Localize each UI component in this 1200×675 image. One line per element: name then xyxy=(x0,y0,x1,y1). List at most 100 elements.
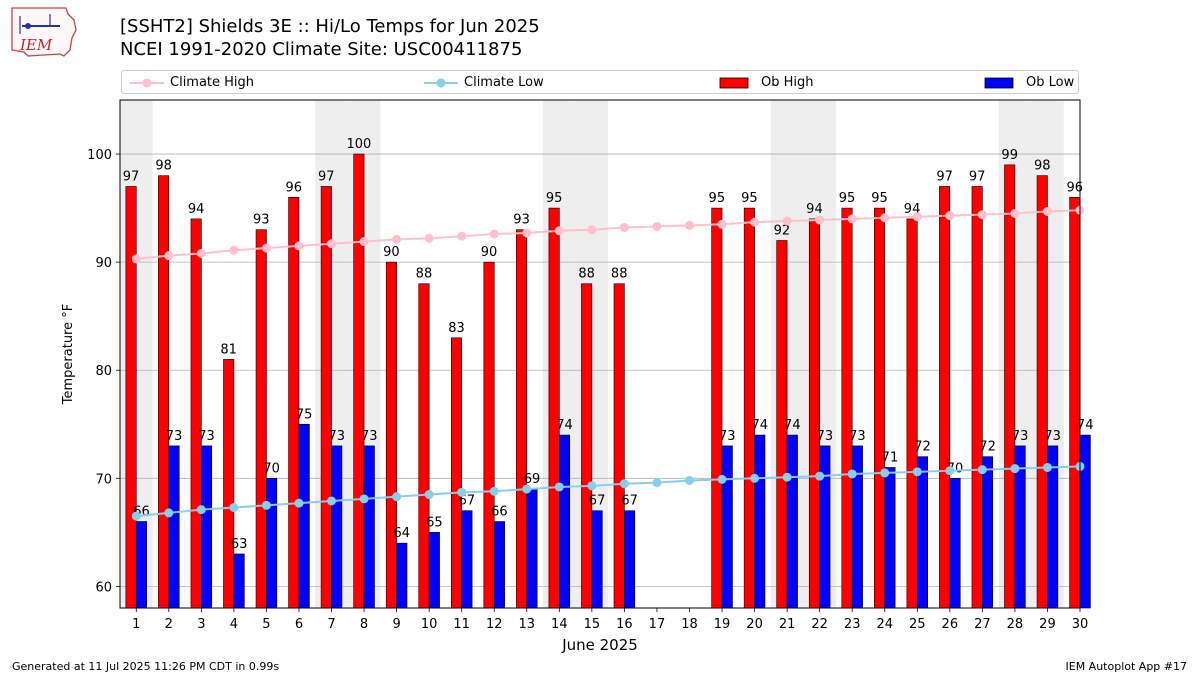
climate-low-point xyxy=(750,473,760,483)
ob-high-bar xyxy=(516,229,528,609)
ob-low-bar xyxy=(819,445,831,609)
ob-low-value-label: 73 xyxy=(166,429,183,444)
climate-high-point xyxy=(652,221,662,231)
x-tick-label: 9 xyxy=(392,617,400,632)
climate-low-point xyxy=(912,467,922,477)
ob-low-bar xyxy=(493,521,505,609)
x-tick-label: 23 xyxy=(844,617,861,632)
ob-low-bar xyxy=(624,510,636,609)
ob-low-bar xyxy=(721,445,733,609)
climate-high-point xyxy=(782,216,792,226)
climate-high-point xyxy=(619,223,629,233)
ob-low-value-label: 73 xyxy=(361,429,378,444)
ob-high-bar xyxy=(939,186,951,609)
legend-label-ob-high: Ob High xyxy=(761,75,814,90)
climate-high-point xyxy=(392,234,402,244)
climate-high-point xyxy=(945,211,955,221)
ob-high-value-label: 94 xyxy=(188,202,205,217)
y-tick-label: 80 xyxy=(95,364,112,379)
ob-low-bar xyxy=(591,510,603,609)
climate-low-point xyxy=(880,468,890,478)
climate-high-point xyxy=(522,228,532,238)
y-tick-label: 70 xyxy=(95,472,112,487)
ob-high-bar xyxy=(613,283,625,609)
ob-high-value-label: 93 xyxy=(253,213,270,228)
ob-low-value-label: 64 xyxy=(394,526,411,541)
ob-high-value-label: 98 xyxy=(1034,159,1051,174)
y-tick-label: 90 xyxy=(95,256,112,271)
ob-low-value-label: 73 xyxy=(198,429,215,444)
climate-high-point xyxy=(1010,208,1020,218)
ob-high-value-label: 95 xyxy=(871,191,888,206)
x-tick-label: 29 xyxy=(1039,617,1056,632)
climate-high-point xyxy=(327,239,337,249)
x-tick-label: 5 xyxy=(262,617,270,632)
x-tick-label: 6 xyxy=(295,617,303,632)
ob-low-bar xyxy=(266,477,278,609)
ob-low-bar xyxy=(1079,434,1091,609)
climate-high-point xyxy=(912,212,922,222)
ob-low-bar xyxy=(168,445,180,609)
ob-high-bar xyxy=(483,261,495,609)
climate-low-point xyxy=(489,486,499,496)
ob-low-value-label: 72 xyxy=(979,440,996,455)
ob-low-value-label: 72 xyxy=(914,440,931,455)
footer-generated-text: Generated at 11 Jul 2025 11:26 PM CDT in… xyxy=(12,660,280,673)
ob-high-value-label: 96 xyxy=(286,180,303,195)
climate-high-point xyxy=(847,214,857,224)
ob-low-value-label: 73 xyxy=(328,429,345,444)
ob-low-bar xyxy=(786,434,798,609)
x-tick-label: 26 xyxy=(942,617,959,632)
ob-low-value-label: 73 xyxy=(849,429,866,444)
x-tick-label: 24 xyxy=(876,617,893,632)
ob-low-bar xyxy=(754,434,766,609)
ob-high-value-label: 92 xyxy=(774,224,791,239)
x-tick-label: 12 xyxy=(486,617,503,632)
x-tick-label: 18 xyxy=(681,617,698,632)
ob-high-value-label: 100 xyxy=(346,137,371,152)
legend-label-ob-low: Ob Low xyxy=(1026,75,1075,90)
ob-high-value-label: 97 xyxy=(318,169,335,184)
ob-low-bar xyxy=(396,542,408,609)
x-tick-label: 14 xyxy=(551,617,568,632)
ob-high-bar xyxy=(808,218,820,609)
climate-low-point xyxy=(392,492,402,502)
climate-high-point xyxy=(424,233,434,243)
ob-high-bar xyxy=(743,207,755,609)
climate-high-point xyxy=(880,213,890,223)
ob-high-value-label: 95 xyxy=(839,191,856,206)
ob-high-value-label: 95 xyxy=(709,191,726,206)
x-tick-label: 1 xyxy=(132,617,140,632)
climate-low-point xyxy=(587,481,597,491)
ob-low-bar xyxy=(298,423,310,609)
climate-high-point xyxy=(977,210,987,220)
climate-low-line-icon xyxy=(424,78,458,88)
ob-high-bar xyxy=(874,207,886,609)
x-tick-label: 13 xyxy=(519,617,536,632)
ob-high-bar xyxy=(418,283,430,609)
climate-low-point xyxy=(619,479,629,489)
ob-high-bar xyxy=(190,218,202,609)
ob-low-value-label: 74 xyxy=(784,418,801,433)
climate-low-point xyxy=(945,466,955,476)
ob-low-bar xyxy=(233,553,245,609)
ob-high-bar xyxy=(288,196,300,609)
climate-low-point xyxy=(652,478,662,488)
climate-high-point xyxy=(164,251,174,261)
climate-high-point xyxy=(294,241,304,251)
climate-high-point xyxy=(554,226,564,236)
climate-low-point xyxy=(977,465,987,475)
x-tick-label: 2 xyxy=(165,617,173,632)
climate-low-point xyxy=(815,471,825,481)
legend-label-climate-low: Climate Low xyxy=(464,75,544,90)
legend-label-climate-high: Climate High xyxy=(170,75,255,90)
climate-low-point xyxy=(457,487,467,497)
ob-low-value-label: 66 xyxy=(491,505,508,520)
ob-high-swatch-icon xyxy=(719,77,749,89)
climate-low-point xyxy=(327,496,337,506)
ob-low-swatch-icon xyxy=(984,77,1014,89)
x-tick-label: 11 xyxy=(453,617,470,632)
iem-logo: IEM xyxy=(11,7,77,57)
x-tick-label: 20 xyxy=(746,617,763,632)
ob-low-bar xyxy=(949,477,961,609)
